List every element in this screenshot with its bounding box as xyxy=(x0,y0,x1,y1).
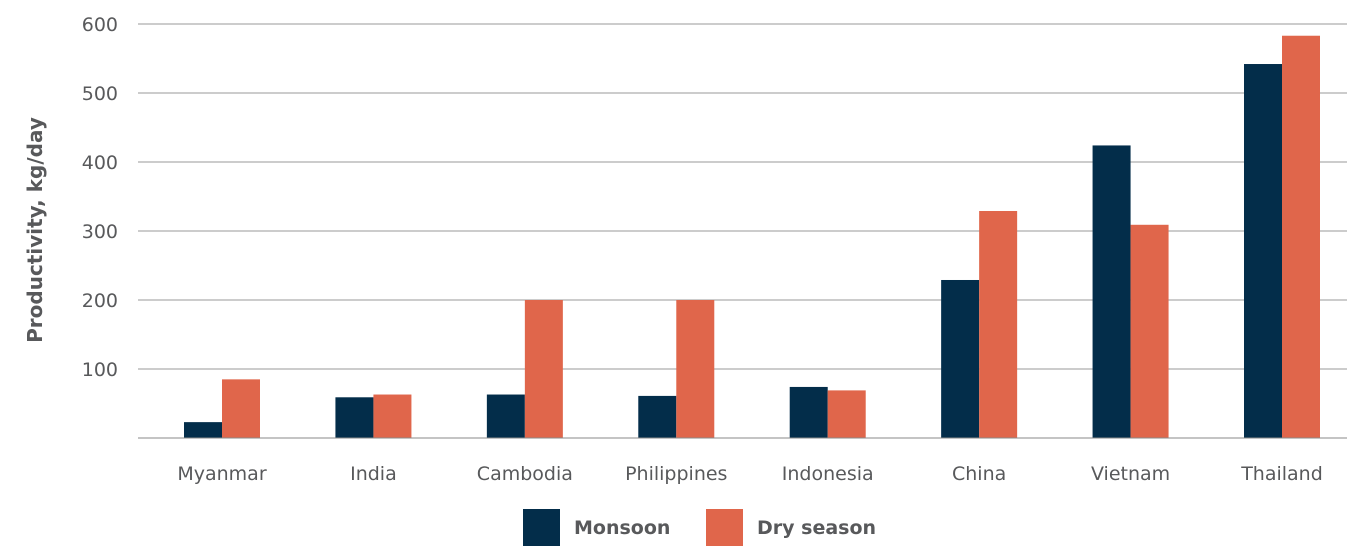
x-tick-label: China xyxy=(952,463,1006,485)
x-tick-label: Thailand xyxy=(1240,463,1323,485)
bar-dry-season-indonesia xyxy=(827,390,866,438)
bar-monsoon-cambodia xyxy=(486,394,525,438)
legend-swatch-dry-season xyxy=(706,509,743,546)
x-tick-label: Cambodia xyxy=(477,463,573,485)
bar-dry-season-thailand xyxy=(1282,35,1320,438)
bar-monsoon-myanmar xyxy=(184,422,222,438)
bar-monsoon-thailand xyxy=(1244,64,1282,439)
y-tick-label: 400 xyxy=(82,152,118,174)
x-tick-label: Indonesia xyxy=(782,463,874,485)
x-tick-label: Myanmar xyxy=(177,463,266,485)
bar-dry-season-philippines xyxy=(676,300,715,438)
bar-dry-season-china xyxy=(979,210,1018,438)
y-tick-label: 500 xyxy=(82,83,118,105)
bar-monsoon-china xyxy=(941,279,980,438)
bar-dry-season-india xyxy=(373,394,412,438)
bar-monsoon-india xyxy=(335,397,374,438)
x-tick-label: India xyxy=(350,463,397,485)
bar-dry-season-vietnam xyxy=(1130,224,1169,438)
y-tick-label: 200 xyxy=(82,290,118,312)
legend-swatch-monsoon xyxy=(523,509,560,546)
x-tick-label: Vietnam xyxy=(1091,463,1170,485)
legend: Monsoon Dry season xyxy=(523,509,876,546)
bars xyxy=(184,35,1320,439)
bar-monsoon-philippines xyxy=(638,395,677,438)
y-tick-label: 100 xyxy=(82,359,118,381)
y-tick-label: 300 xyxy=(82,221,118,243)
bar-monsoon-vietnam xyxy=(1092,145,1131,438)
y-axis-title: Productivity, kg/day xyxy=(23,117,47,343)
y-tick-label: 600 xyxy=(82,14,118,36)
legend-label-monsoon: Monsoon xyxy=(574,517,670,539)
x-tick-labels: Myanmar India Cambodia Philippines Indonesia… xyxy=(177,463,1322,485)
bar-dry-season-cambodia xyxy=(524,300,563,438)
y-tick-labels: 100 200 300 400 500 600 xyxy=(82,14,118,381)
legend-label-dry-season: Dry season xyxy=(757,517,876,539)
bar-dry-season-myanmar xyxy=(222,379,260,438)
x-tick-label: Philippines xyxy=(625,463,727,485)
bar-monsoon-indonesia xyxy=(789,386,828,438)
